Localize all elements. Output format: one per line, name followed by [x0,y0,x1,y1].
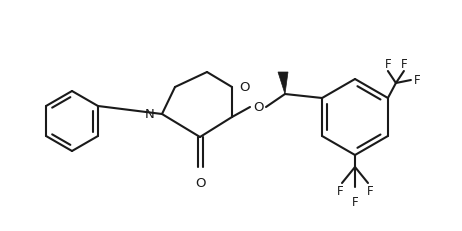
Text: F: F [414,74,420,87]
Text: F: F [352,195,359,208]
Text: N: N [145,108,155,121]
Text: F: F [401,58,407,71]
Text: O: O [195,176,205,189]
Text: F: F [367,184,373,197]
Text: O: O [253,101,263,114]
Polygon shape [278,73,288,94]
Text: F: F [384,58,391,71]
Text: O: O [239,81,249,94]
Text: F: F [337,184,343,197]
